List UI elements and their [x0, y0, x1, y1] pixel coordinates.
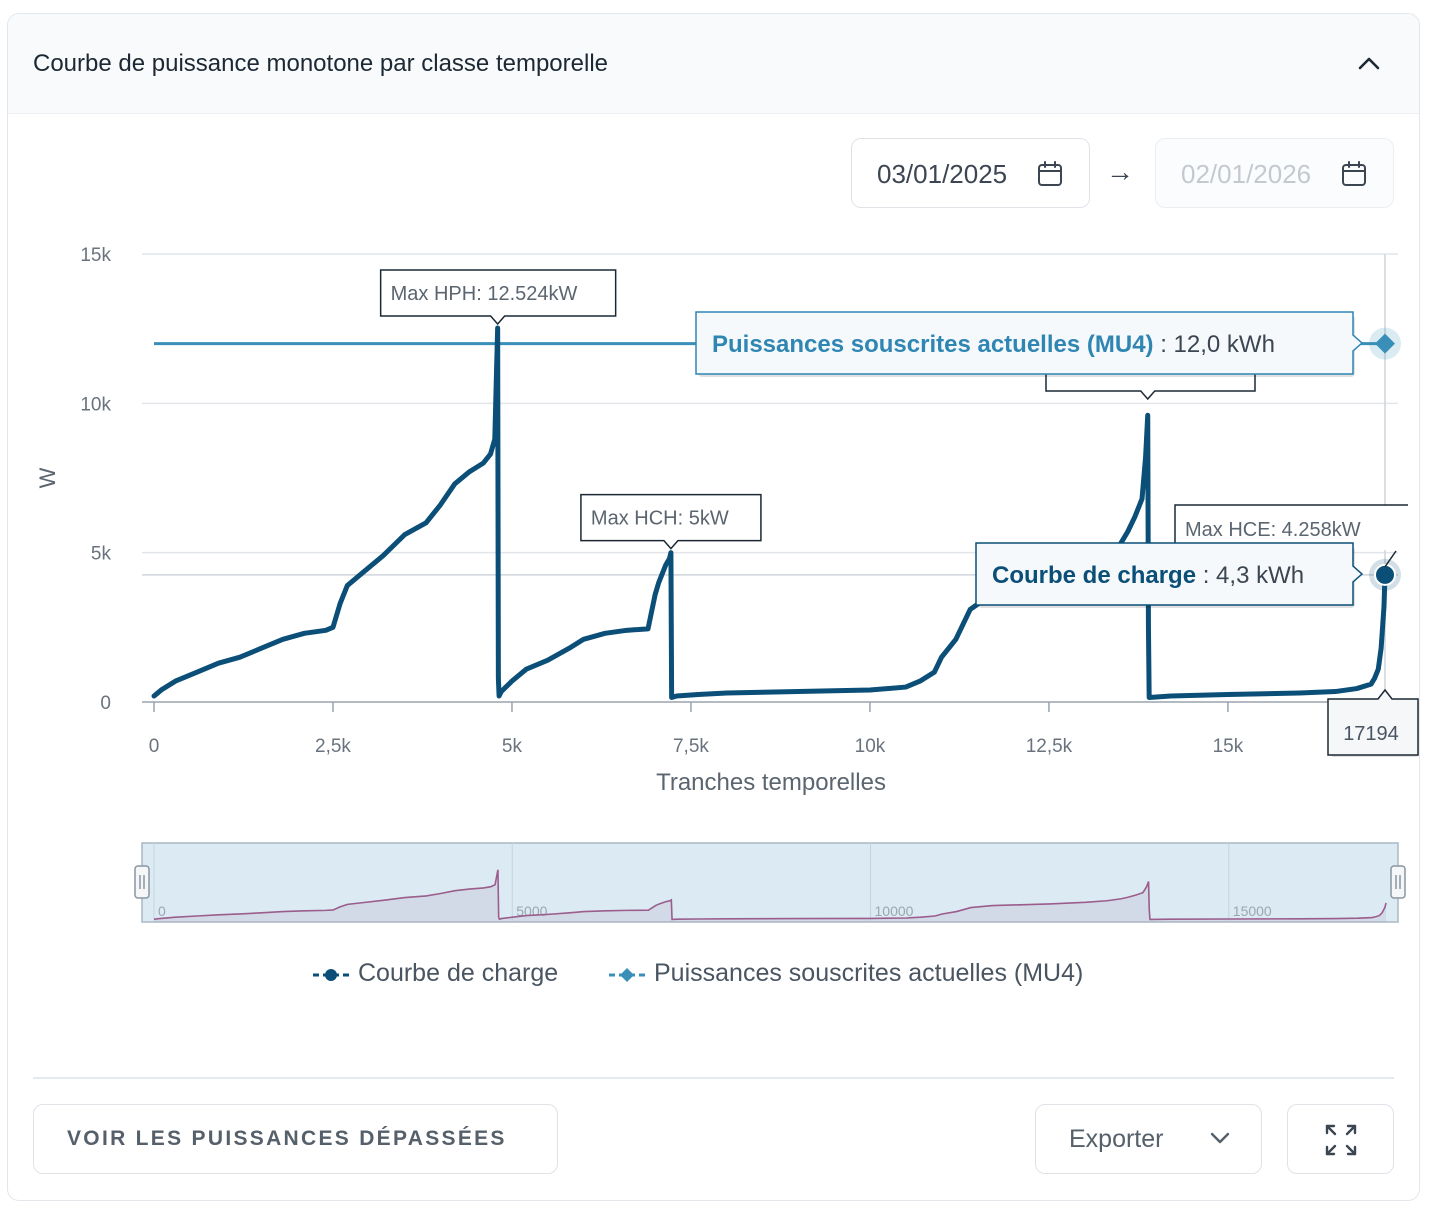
chevron-up-icon[interactable]	[1355, 50, 1383, 78]
footer-divider	[33, 1077, 1394, 1079]
x-tick-label: 10k	[855, 736, 886, 757]
annotation-max-hce-box	[1174, 504, 1408, 551]
tooltip-subscribed-power-series-name: Puissances souscrites actuelles (MU4)	[712, 331, 1154, 358]
annotation-max-hce-pointer	[1384, 550, 1397, 568]
navigator-tick-label: 0	[158, 903, 166, 919]
y-tick-label: 10k	[80, 394, 111, 415]
annotation-max-hch-box	[580, 493, 762, 550]
x-tick-label: 2,5k	[315, 736, 351, 757]
subscribed-hover-marker	[1375, 333, 1395, 354]
load-curve-line	[151, 325, 1388, 701]
y-axis-title: W	[35, 467, 60, 488]
x-axis-title: Tranches temporelles	[656, 769, 886, 796]
annotation-hidden-box	[1045, 369, 1256, 401]
x-tick-label: 5k	[502, 736, 523, 757]
annotation-max-hch-text: Max HCH: 5kW	[591, 508, 729, 530]
legend-diamond-marker-icon	[609, 968, 645, 982]
view-exceeded-power-label: VOIR LES PUISSANCES DÉPASSÉES	[67, 1127, 507, 1150]
x-tick-label: 12,5k	[1026, 736, 1073, 757]
y-tick-label: 5k	[91, 544, 112, 565]
x-tick-label: 15k	[1213, 736, 1244, 757]
navigator-line	[153, 869, 1387, 921]
card-title: Courbe de puissance monotone par classe …	[33, 50, 609, 77]
monotone-power-chart[interactable]: 0 5k 10k 15k 0 2,5k 5k 7,5k 10k 12,5k 15k Tranches …	[8, 14, 1419, 944]
annotation-max-hph-text: Max HPH: 12.524kW	[391, 283, 578, 305]
y-tick-label: 15k	[80, 245, 111, 266]
calendar-icon	[1038, 161, 1062, 186]
legend-circle-marker-icon	[313, 969, 349, 981]
navigator-right-handle[interactable]	[1390, 865, 1406, 899]
x-hover-label-text: 17194	[1343, 723, 1399, 745]
date-range-arrow: →	[1106, 156, 1134, 187]
x-tick-label: 7,5k	[673, 736, 709, 757]
start-date-value: 03/01/2025	[877, 159, 1008, 189]
end-date-value: 02/01/2026	[1181, 159, 1312, 189]
tooltip-load-curve-series-name: Courbe de charge	[992, 562, 1196, 589]
start-date-input[interactable]: 03/01/2025	[851, 138, 1090, 208]
navigator-selection	[141, 842, 1399, 923]
export-dropdown[interactable]: Exporter	[1035, 1104, 1262, 1174]
navigator-tick-label: 15000	[1233, 903, 1272, 919]
x-hover-label-box	[1327, 688, 1419, 756]
annotation-max-hce-text: Max HCE: 4.258kW	[1185, 519, 1361, 541]
tooltip-load-curve-text: Courbe de charge : 4,3 kWh	[992, 562, 1304, 589]
tooltip-subscribed-power-text: Puissances souscrites actuelles (MU4) : …	[712, 331, 1275, 358]
export-label: Exporter	[1069, 1125, 1164, 1153]
legend-label: Puissances souscrites actuelles (MU4)	[654, 959, 1084, 987]
card-header: Courbe de puissance monotone par classe …	[8, 14, 1419, 114]
tooltip-subscribed-power-box	[695, 311, 1364, 375]
navigator-left-handle[interactable]	[134, 865, 150, 899]
chart-card: Courbe de puissance monotone par classe …	[7, 13, 1420, 1201]
tooltip-subscribed-power-value: : 12,0 kWh	[1154, 331, 1275, 358]
end-date-input[interactable]: 02/01/2026	[1155, 138, 1394, 208]
fullscreen-button[interactable]	[1287, 1104, 1394, 1174]
navigator-area	[154, 869, 1386, 922]
y-tick-label: 0	[100, 693, 111, 714]
tooltip-load-curve-value: : 4,3 kWh	[1196, 562, 1304, 589]
tooltip-load-curve-box	[975, 542, 1364, 606]
chevron-down-icon	[1210, 1132, 1230, 1144]
fullscreen-icon	[1325, 1124, 1357, 1156]
load-hover-marker	[1374, 563, 1396, 586]
calendar-icon	[1342, 161, 1366, 186]
navigator-tick-label: 10000	[875, 903, 914, 919]
view-exceeded-power-button[interactable]: VOIR LES PUISSANCES DÉPASSÉES	[33, 1104, 558, 1174]
legend-label: Courbe de charge	[358, 959, 559, 987]
annotation-max-hph-box	[379, 269, 617, 326]
x-tick-label: 0	[149, 736, 160, 757]
